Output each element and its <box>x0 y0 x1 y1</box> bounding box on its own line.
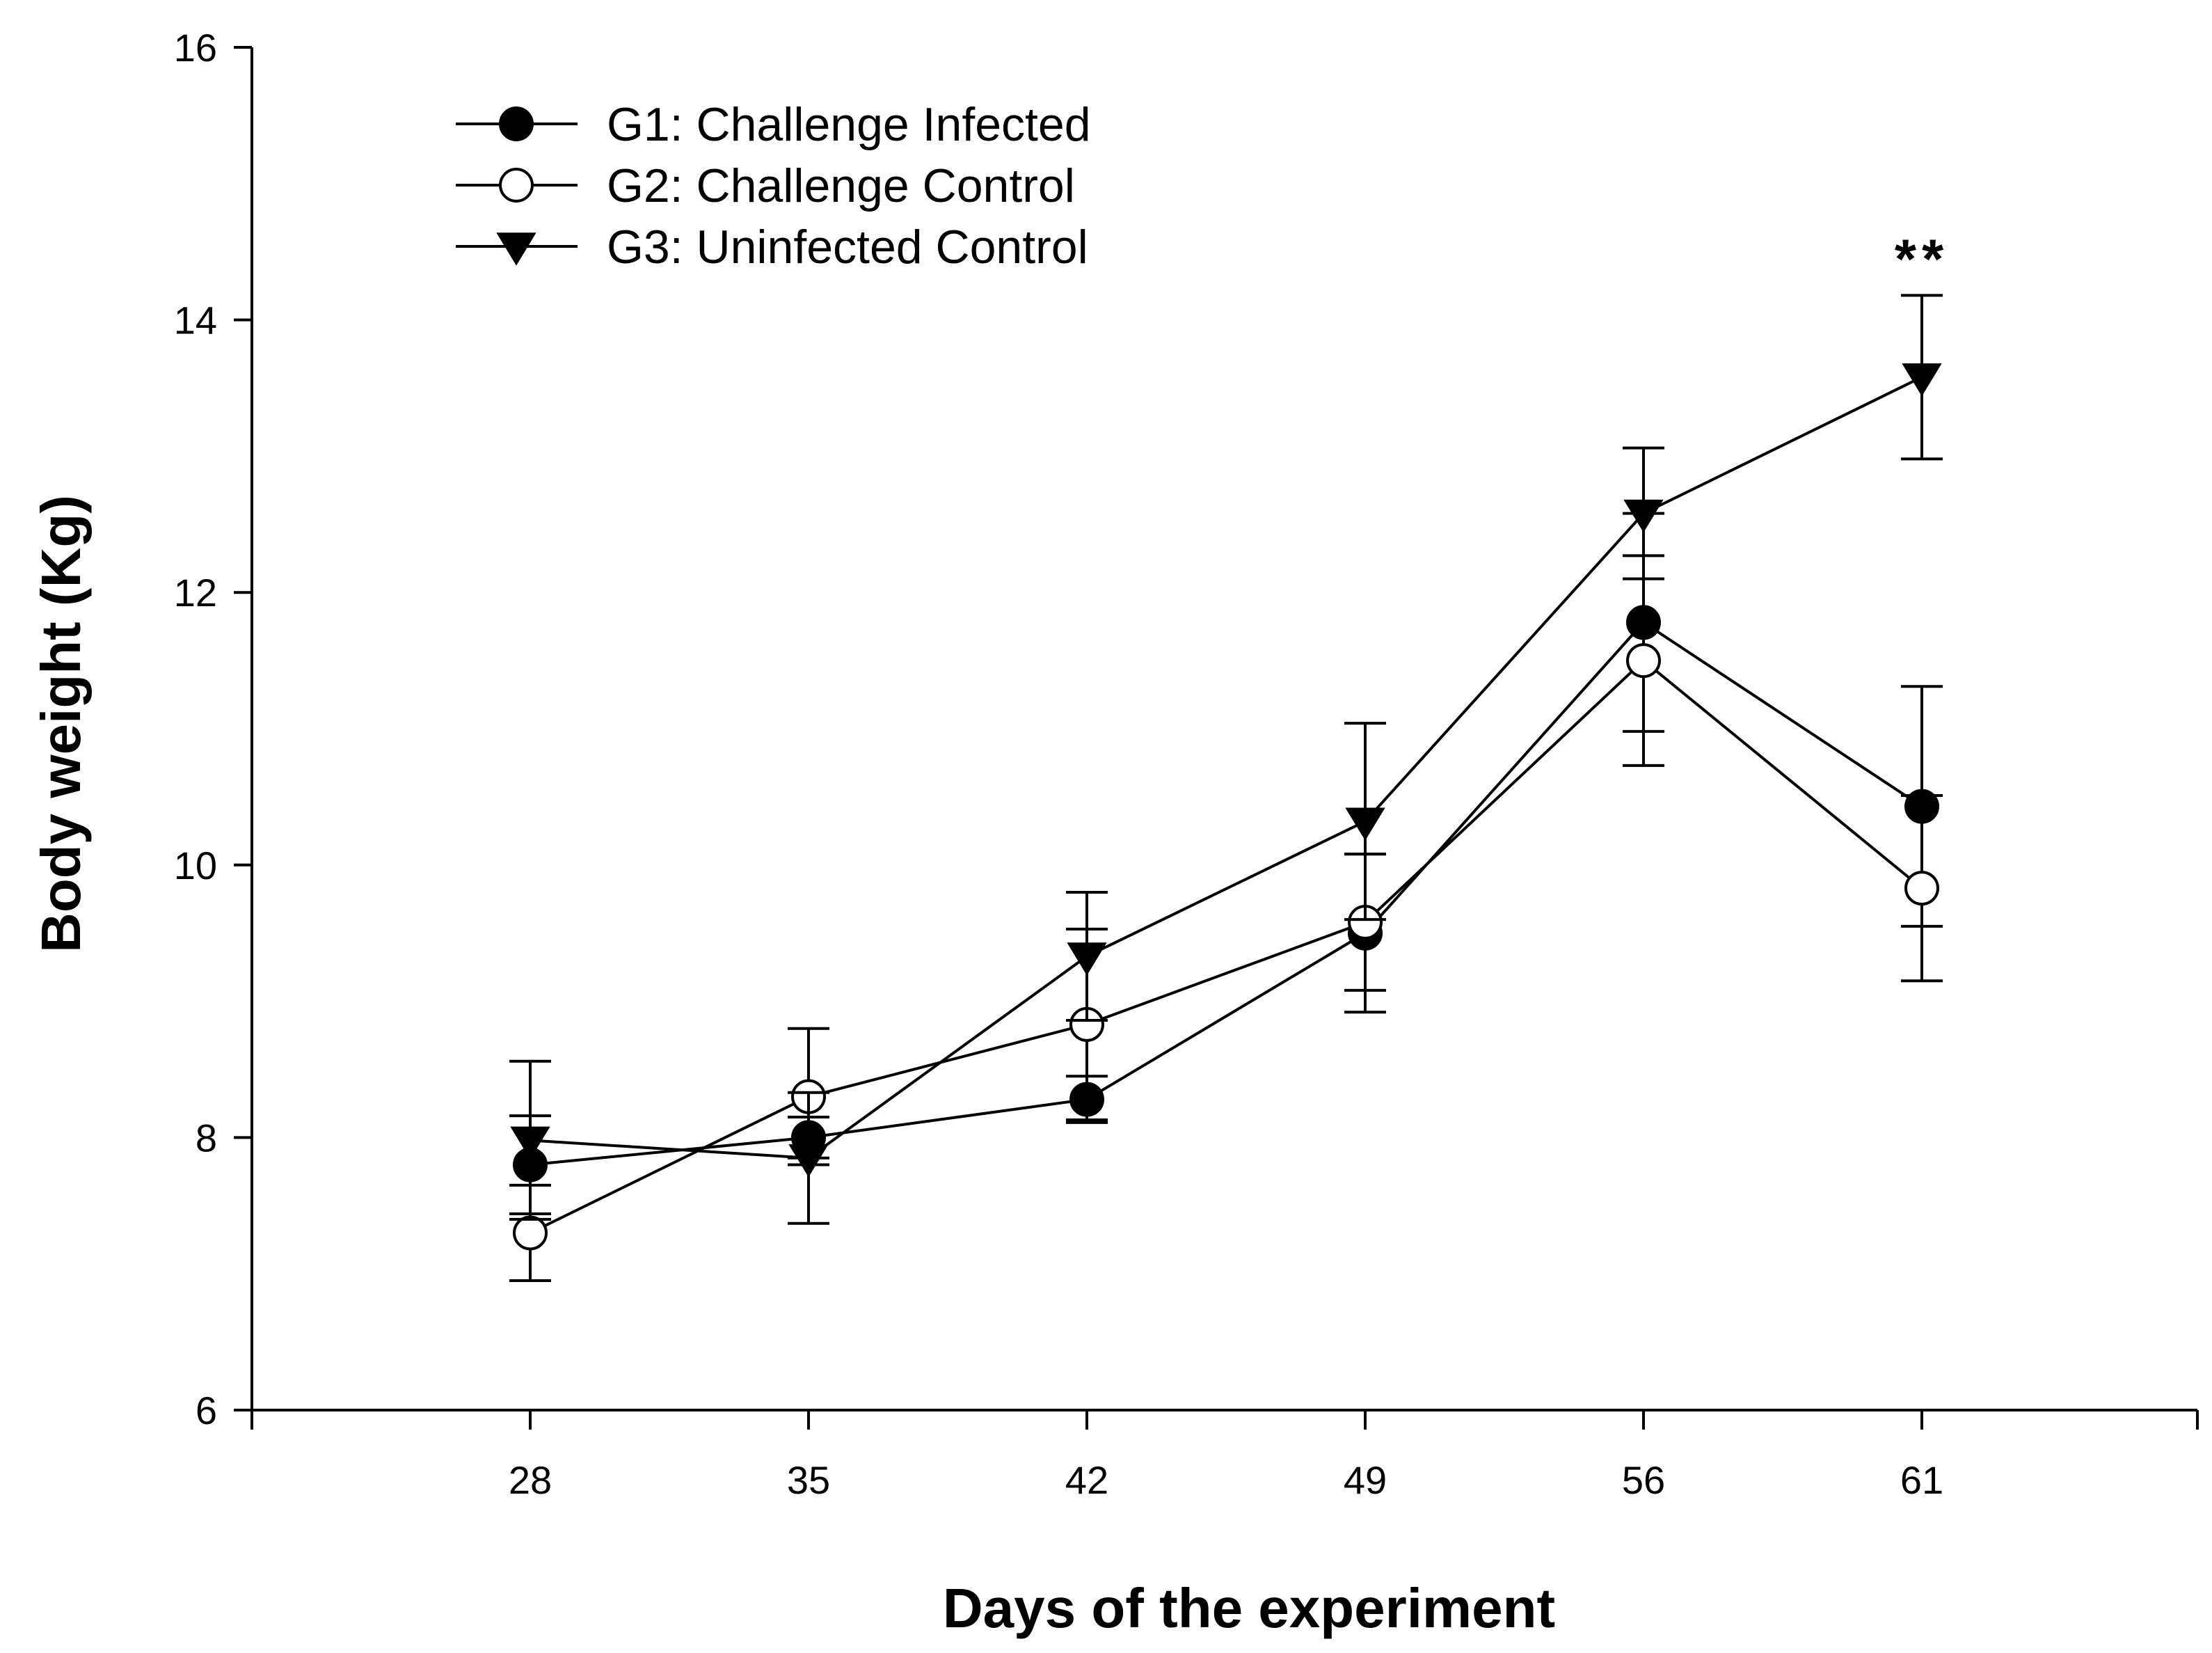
legend-item: G2: Challenge Control <box>456 159 1075 212</box>
x-tick-label: 56 <box>1622 1458 1665 1502</box>
x-tick-label: 42 <box>1065 1458 1108 1502</box>
y-tick-label: 16 <box>174 26 217 70</box>
y-tick-label: 6 <box>196 1389 217 1432</box>
legend-marker <box>499 168 534 203</box>
legend-item: G1: Challenge Infected <box>456 98 1091 151</box>
legend-label: G1: Challenge Infected <box>607 98 1091 151</box>
data-point <box>1904 871 1939 906</box>
y-tick-label: 8 <box>196 1116 217 1160</box>
data-point <box>1623 499 1664 533</box>
annotations: ** <box>1895 228 1949 290</box>
y-axis-title: Body weight (Kg) <box>30 495 92 953</box>
x-tick-label: 28 <box>509 1458 552 1502</box>
x-tick-label: 35 <box>787 1458 830 1502</box>
series-line <box>530 658 1923 1235</box>
legend-label: G2: Challenge Control <box>607 159 1075 212</box>
data-point <box>510 1126 550 1160</box>
legend-label: G3: Uninfected Control <box>607 221 1088 274</box>
series-line <box>530 620 1923 1166</box>
y-tick-label: 14 <box>174 299 217 342</box>
data-point <box>1902 363 1942 397</box>
data-point <box>1067 942 1107 976</box>
y-axis-ticks: 6 8 10 12 14 16 <box>174 26 252 1432</box>
series-layer <box>509 294 1943 1282</box>
x-axis-title: Days of the experiment <box>943 1577 1555 1639</box>
data-point <box>1345 807 1385 841</box>
significance-annotation: ** <box>1895 228 1949 290</box>
series-3 <box>509 294 1943 1225</box>
data-point <box>788 1144 829 1178</box>
x-axis-ticks: 28 35 42 49 56 61 <box>250 1410 2199 1502</box>
legend-item: G3: Uninfected Control <box>456 221 1088 274</box>
data-point <box>513 1215 548 1251</box>
legend-marker <box>496 232 536 266</box>
x-tick-label: 61 <box>1900 1458 1943 1502</box>
series-1 <box>509 512 1943 1216</box>
data-point <box>1626 643 1661 679</box>
axes <box>250 47 2197 1411</box>
series-2 <box>509 554 1943 1282</box>
series-line <box>530 376 1923 1160</box>
legend-marker <box>499 106 534 141</box>
x-tick-label: 49 <box>1344 1458 1387 1502</box>
legend: G1: Challenge Infected G2: Challenge Cont… <box>456 98 1091 274</box>
y-tick-label: 12 <box>174 571 217 615</box>
y-tick-label: 10 <box>174 844 217 887</box>
